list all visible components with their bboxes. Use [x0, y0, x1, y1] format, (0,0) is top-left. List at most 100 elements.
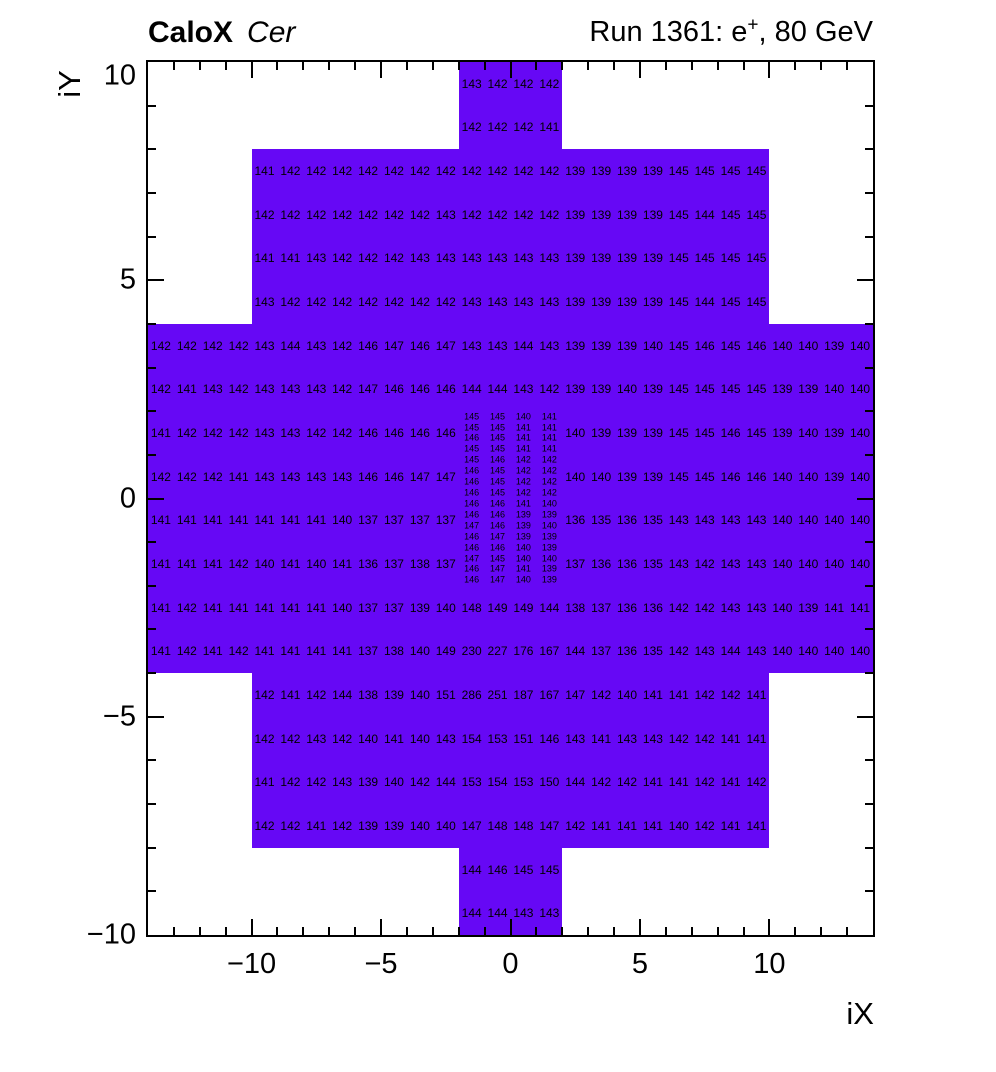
fine-cell-value-label: 146	[464, 476, 480, 487]
cell-value-label: 143	[306, 469, 327, 484]
cell-value-label: 139	[591, 295, 612, 310]
cell-value-label: 143	[720, 513, 741, 528]
cell-value-label: 141	[254, 775, 275, 790]
y-axis-tick-right	[865, 584, 873, 587]
cell-value-label: 139	[642, 164, 663, 179]
cell-value-label: 139	[383, 818, 404, 833]
fine-cell-value-label: 141	[515, 422, 531, 433]
cell-value-label: 144	[435, 775, 456, 790]
fine-cell-value-label: 145	[490, 487, 506, 498]
cell-value-label: 142	[306, 207, 327, 222]
cell-value-label: 136	[565, 513, 586, 528]
fine-cell-value-label: 146	[490, 498, 506, 509]
cell-value-label: 145	[694, 164, 715, 179]
cell-value-label: 140	[668, 818, 689, 833]
y-axis-tick	[148, 453, 156, 456]
fine-cell-value-label: 139	[541, 574, 557, 585]
cell-value-label: 142	[668, 731, 689, 746]
fine-cell-value-label: 146	[464, 465, 480, 476]
cell-value-label: 142	[591, 687, 612, 702]
cell-value-label: 142	[694, 818, 715, 833]
cell-value-label: 141	[591, 818, 612, 833]
cell-value-label: 142	[202, 426, 223, 441]
cell-value-label: 142	[332, 164, 353, 179]
cell-value-label: 142	[280, 818, 301, 833]
cell-value-label: 142	[332, 731, 353, 746]
cell-value-label: 143	[720, 556, 741, 571]
y-axis-tick-right	[865, 628, 873, 631]
x-axis-tick	[535, 927, 538, 935]
cell-value-label: 149	[513, 600, 534, 615]
cell-value-label: 140	[617, 687, 638, 702]
fine-cell-value-label: 141	[541, 422, 557, 433]
y-axis-tick-right	[865, 366, 873, 369]
cell-value-label: 143	[513, 251, 534, 266]
cell-value-label: 142	[565, 818, 586, 833]
cell-value-label: 145	[694, 382, 715, 397]
cell-value-label: 143	[254, 469, 275, 484]
cell-value-label: 135	[642, 556, 663, 571]
cell-value-label: 140	[850, 426, 871, 441]
cell-value-label: 142	[202, 338, 223, 353]
cell-value-label: 147	[435, 338, 456, 353]
x-axis-tick-top	[302, 62, 305, 70]
y-axis-tick	[148, 541, 156, 544]
cell-value-label: 137	[383, 556, 404, 571]
cell-value-label: 142	[513, 207, 534, 222]
y-axis-tick	[148, 803, 156, 806]
cell-value-label: 142	[280, 207, 301, 222]
cell-value-label: 144	[694, 295, 715, 310]
cell-value-label: 148	[513, 818, 534, 833]
x-axis-tick	[690, 927, 693, 935]
cell-value-label: 142	[409, 775, 430, 790]
fine-cell-value-label: 145	[490, 465, 506, 476]
fine-cell-value-label: 140	[515, 574, 531, 585]
cell-value-label: 140	[306, 556, 327, 571]
cell-value-label: 139	[591, 426, 612, 441]
cell-value-label: 141	[150, 600, 171, 615]
cell-value-label: 143	[487, 295, 508, 310]
cell-value-label: 140	[254, 556, 275, 571]
cell-value-label: 139	[358, 818, 379, 833]
cell-value-label: 142	[176, 469, 197, 484]
cell-value-label: 142	[332, 207, 353, 222]
cell-value-label: 141	[746, 818, 767, 833]
cell-value-label: 141	[280, 251, 301, 266]
cell-value-label: 140	[824, 513, 845, 528]
cell-value-label: 144	[565, 775, 586, 790]
x-axis-title: iX	[846, 996, 874, 1031]
cell-value-label: 140	[798, 644, 819, 659]
cell-value-label: 141	[280, 687, 301, 702]
cell-value-label: 143	[332, 469, 353, 484]
fine-cell-value-label: 146	[490, 509, 506, 520]
cell-value-label: 145	[720, 295, 741, 310]
cell-value-label: 142	[150, 469, 171, 484]
cell-value-label: 143	[487, 251, 508, 266]
fine-cell-value-label: 140	[541, 498, 557, 509]
cell-value-label: 141	[176, 382, 197, 397]
cell-value-label: 143	[461, 76, 482, 91]
x-axis-tick-top	[328, 62, 331, 70]
cell-value-label: 137	[358, 513, 379, 528]
x-axis-tick	[716, 927, 719, 935]
cell-value-label: 142	[591, 775, 612, 790]
cell-value-label: 143	[539, 251, 560, 266]
fine-cell-value-label: 146	[464, 531, 480, 542]
heatmap-block	[251, 149, 770, 324]
x-axis-tick	[431, 927, 434, 935]
cell-value-label: 145	[746, 207, 767, 222]
cell-value-label: 142	[720, 687, 741, 702]
y-axis-tick-right	[865, 148, 873, 151]
y-axis-tick-right	[865, 890, 873, 893]
x-axis-tick-top	[664, 62, 667, 70]
cell-value-label: 142	[487, 207, 508, 222]
cell-value-label: 139	[565, 207, 586, 222]
x-axis-tick-top	[431, 62, 434, 70]
cell-value-label: 146	[746, 469, 767, 484]
fine-cell-value-label: 141	[541, 443, 557, 454]
cell-value-label: 140	[435, 600, 456, 615]
cell-value-label: 142	[228, 338, 249, 353]
cell-value-label: 140	[409, 644, 430, 659]
